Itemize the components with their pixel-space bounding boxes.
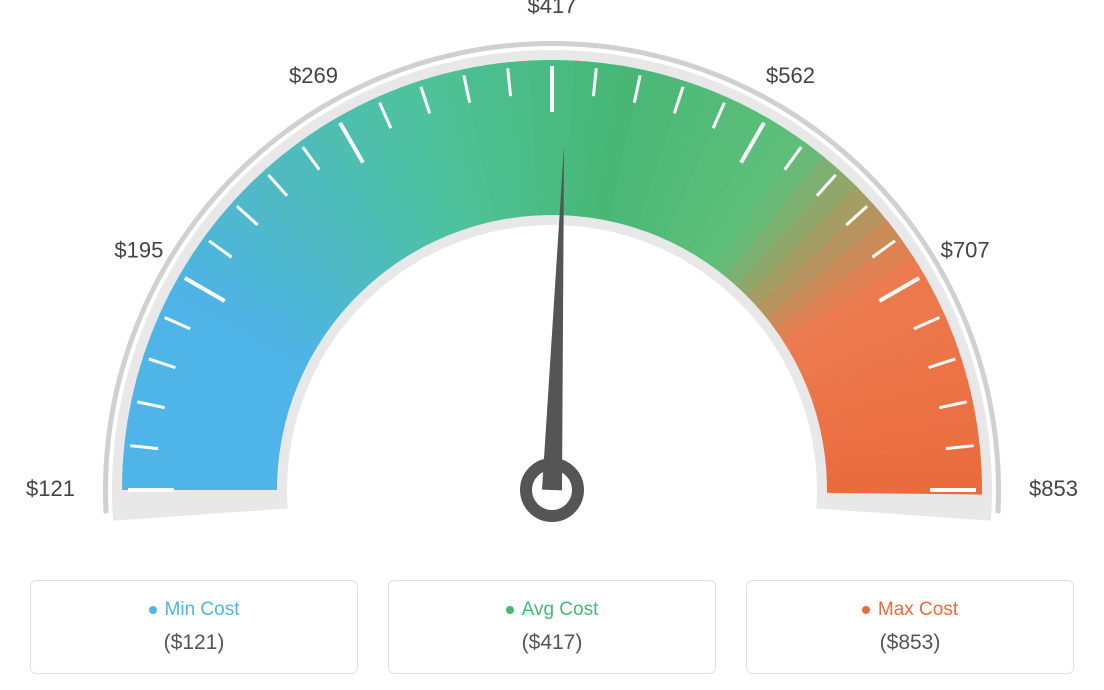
legend-dot-max: [862, 606, 870, 614]
svg-text:$562: $562: [766, 63, 815, 88]
svg-text:$269: $269: [289, 63, 338, 88]
svg-text:$707: $707: [941, 238, 990, 263]
legend-label-min: Min Cost: [165, 599, 240, 621]
svg-text:$417: $417: [528, 0, 577, 18]
legend-label-avg: Avg Cost: [522, 599, 599, 621]
svg-text:$853: $853: [1029, 476, 1078, 501]
legend-value-min: ($121): [51, 631, 337, 655]
svg-text:$121: $121: [26, 476, 75, 501]
legend-max: Max Cost ($853): [746, 580, 1074, 674]
gauge-svg: $121 $195 $269 $417 $562 $707 $853: [0, 0, 1104, 560]
legend-value-max: ($853): [767, 631, 1053, 655]
legend-dot-min: [149, 606, 157, 614]
legend-avg: Avg Cost ($417): [388, 580, 716, 674]
legend-min: Min Cost ($121): [30, 580, 358, 674]
legend-label-max: Max Cost: [878, 599, 958, 621]
legend-value-avg: ($417): [409, 631, 695, 655]
legend-row: Min Cost ($121) Avg Cost ($417) Max Cost…: [0, 580, 1104, 674]
legend-dot-avg: [506, 606, 514, 614]
gauge-chart: $121 $195 $269 $417 $562 $707 $853: [0, 0, 1104, 560]
svg-text:$195: $195: [114, 238, 163, 263]
